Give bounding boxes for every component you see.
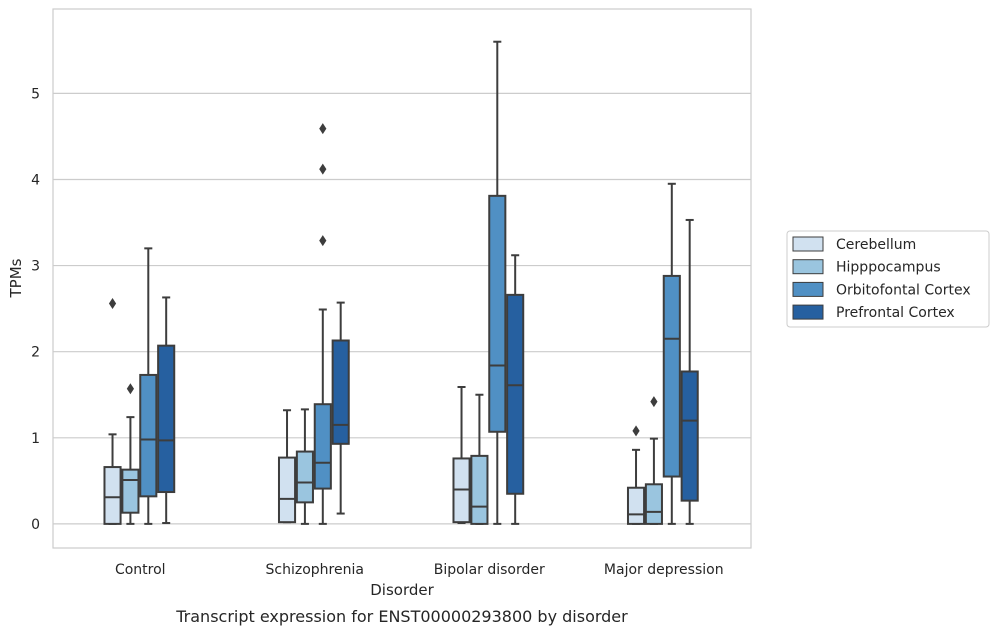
plot-frame xyxy=(52,8,752,549)
box-prefrontal-cortex xyxy=(331,301,350,515)
box-body xyxy=(139,373,158,498)
x-tick-label: Major depression xyxy=(604,562,724,578)
y-tick-label: 1 xyxy=(31,431,40,447)
legend-label: Prefrontal Cortex xyxy=(836,305,955,321)
box-body xyxy=(506,293,525,495)
box-cerebellum xyxy=(626,425,646,525)
y-tick-label: 2 xyxy=(31,345,40,361)
box-body xyxy=(103,466,122,525)
y-tick-label: 0 xyxy=(31,517,40,533)
box-orbitofontal-cortex xyxy=(313,123,332,525)
outlier-point xyxy=(650,396,658,408)
box-hipppocampus xyxy=(644,396,663,525)
x-axis-label: Disorder xyxy=(370,581,434,599)
legend-label: Hipppocampus xyxy=(836,260,941,276)
box-body xyxy=(331,339,350,445)
box-body xyxy=(680,370,699,502)
y-tick-label: 5 xyxy=(31,86,40,102)
box-prefrontal-cortex xyxy=(157,296,176,525)
box-orbitofontal-cortex xyxy=(488,40,507,525)
box-body xyxy=(488,194,507,433)
box-hipppocampus xyxy=(295,408,314,525)
outlier-point xyxy=(108,297,117,309)
outlier-point xyxy=(126,383,135,395)
box-cerebellum xyxy=(103,297,122,525)
outlier-point xyxy=(319,163,327,175)
boxes-layer xyxy=(103,40,699,525)
box-cerebellum xyxy=(277,409,297,524)
box-body xyxy=(121,468,140,514)
box-hipppocampus xyxy=(121,383,140,525)
legend-label: Cerebellum xyxy=(836,237,916,253)
box-orbitofontal-cortex xyxy=(662,182,681,525)
box-body xyxy=(470,454,489,525)
legend-swatch xyxy=(792,259,824,275)
chart-caption: Transcript expression for ENST0000029380… xyxy=(175,607,628,626)
x-tick-label: Bipolar disorder xyxy=(434,562,545,578)
box-prefrontal-cortex xyxy=(680,218,699,525)
legend: Cerebellum Hipppocampus Orbitofontal Corte… xyxy=(786,230,990,328)
outlier-point xyxy=(319,123,327,135)
box-body xyxy=(295,450,314,504)
box-hipppocampus xyxy=(470,393,489,525)
y-tick-label: 4 xyxy=(31,172,40,188)
legend-frame xyxy=(786,230,990,328)
legend-swatch xyxy=(792,304,824,320)
box-cerebellum xyxy=(452,385,471,525)
box-body xyxy=(313,403,332,490)
x-tick-labels: Control Schizophrenia Bipolar disorder Majo… xyxy=(115,562,724,578)
y-tick-labels: 0 1 2 3 4 5 xyxy=(31,86,40,533)
box-body xyxy=(157,344,176,494)
box-prefrontal-cortex xyxy=(506,254,525,525)
box-body xyxy=(277,456,297,524)
legend-swatch xyxy=(792,281,824,297)
outlier-point xyxy=(632,425,640,437)
legend-items: Cerebellum Hipppocampus Orbitofontal Corte… xyxy=(792,236,971,321)
box-body xyxy=(626,486,646,525)
outlier-point xyxy=(319,235,327,247)
x-tick-label: Schizophrenia xyxy=(266,562,364,578)
box-body xyxy=(644,483,663,525)
box-orbitofontal-cortex xyxy=(139,247,158,525)
x-tick-label: Control xyxy=(115,562,166,578)
legend-label: Orbitofontal Cortex xyxy=(836,282,971,298)
legend-swatch xyxy=(792,236,824,252)
y-tick-label: 3 xyxy=(31,259,40,275)
y-axis-label: TPMs xyxy=(7,258,25,298)
box-body xyxy=(662,274,681,478)
